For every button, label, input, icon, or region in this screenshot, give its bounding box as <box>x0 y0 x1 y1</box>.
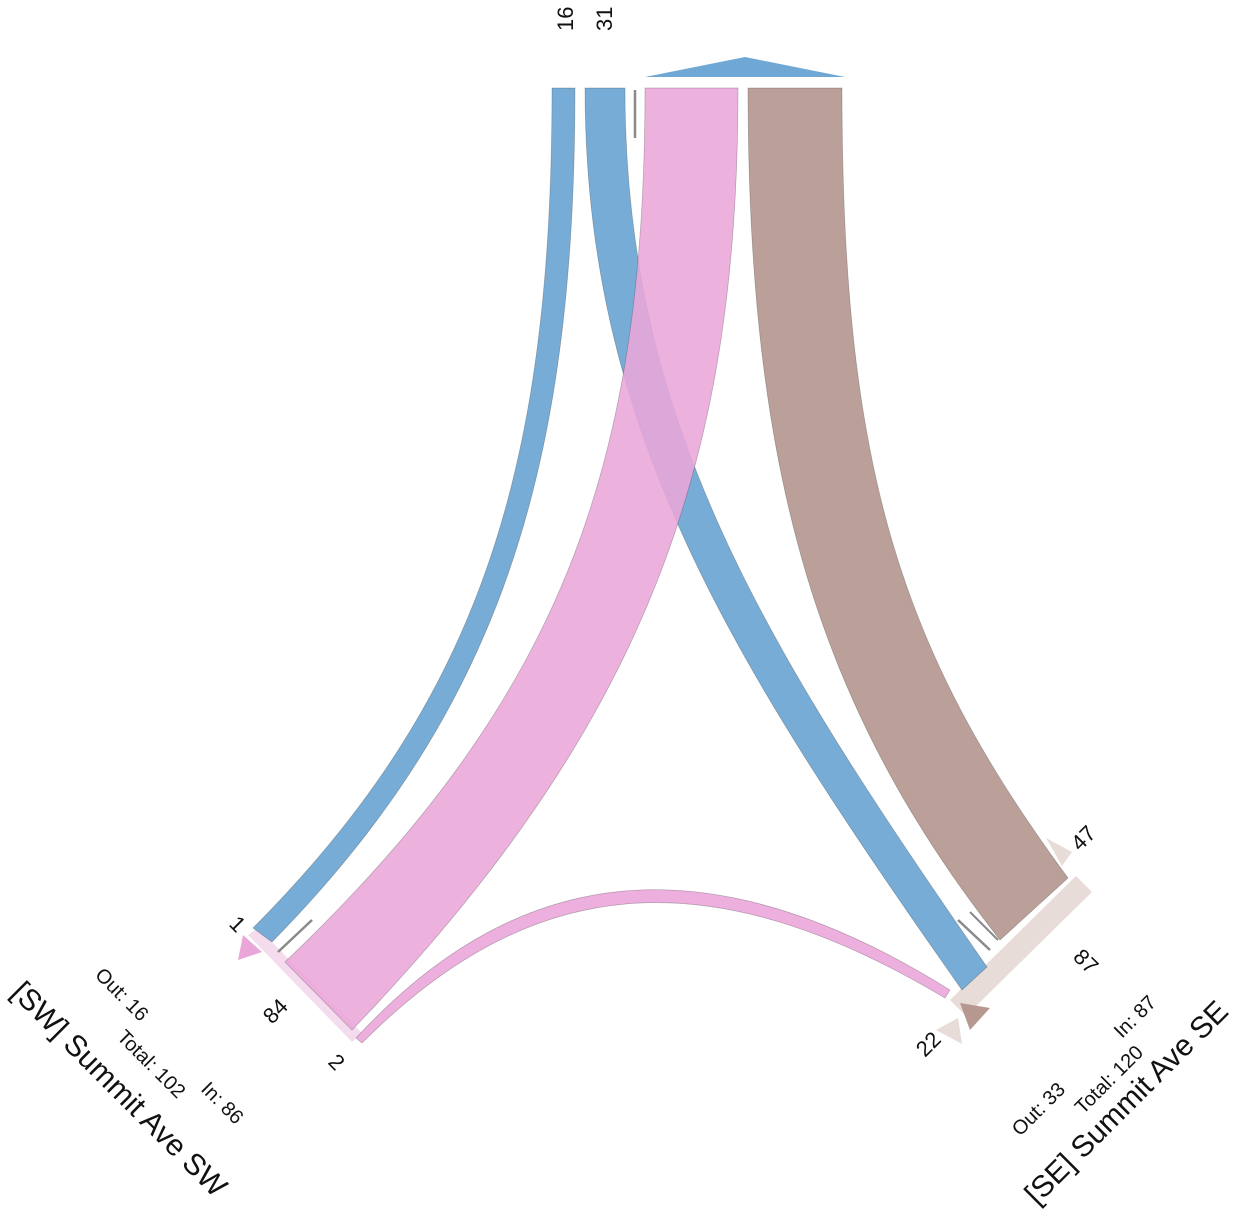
southeast-notch-lower <box>936 1018 962 1044</box>
southwest-node-bar <box>248 928 362 1042</box>
label-north-31: 31 <box>592 7 617 31</box>
southwest-arrow-head <box>238 935 262 960</box>
southeast-out: Out: 33 <box>1008 1079 1070 1141</box>
flow-southwest-to-north <box>284 87 739 1031</box>
label-southwest-1: 1 <box>224 911 250 937</box>
node-north <box>645 57 845 77</box>
label-north-16: 16 <box>553 7 578 31</box>
flow-southeast-to-north <box>747 87 1069 941</box>
southwest-out: Out: 16 <box>90 964 152 1026</box>
flow-southwest-to-southeast <box>355 889 951 1044</box>
southeast-tick-a <box>957 919 991 951</box>
label-southwest-84: 84 <box>258 994 293 1029</box>
southeast-arrow-head <box>960 1003 990 1030</box>
flow-north-to-southwest <box>252 87 576 943</box>
node-southwest <box>238 928 362 1042</box>
southeast-tick-b <box>969 911 999 941</box>
southeast-in: In: 87 <box>1110 992 1161 1043</box>
label-southeast-87: 87 <box>1068 944 1103 979</box>
southeast-node-bar <box>950 876 1092 1016</box>
southwest-in: In: 86 <box>196 1078 247 1129</box>
southwest-tick <box>277 919 313 953</box>
label-southwest-2: 2 <box>323 1049 349 1075</box>
north-arrow-head <box>645 57 845 77</box>
label-southeast-47: 47 <box>1066 821 1101 856</box>
node-southeast <box>936 838 1092 1044</box>
southeast-notch-upper <box>1046 838 1072 866</box>
